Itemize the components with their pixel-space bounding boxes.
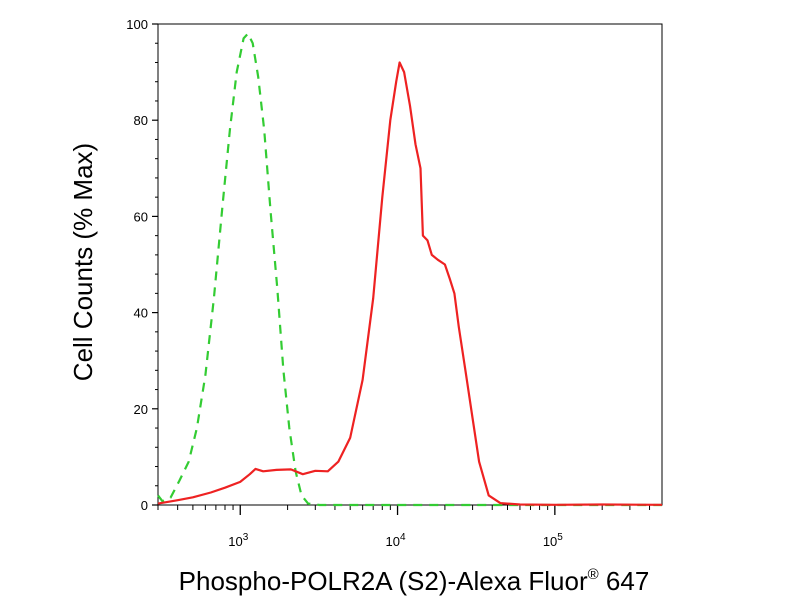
x-tick-label: 103 — [228, 532, 248, 549]
y-tick-label: 100 — [126, 17, 148, 32]
x-tick-label: 104 — [386, 532, 406, 549]
plot-frame — [157, 23, 663, 506]
x-axis-title: Phospho-POLR2A (S2)-Alexa Fluor® 647 — [179, 566, 650, 596]
y-tick-label: 0 — [141, 498, 148, 513]
y-tick-label: 60 — [134, 209, 148, 224]
y-tick-label: 20 — [134, 402, 148, 417]
y-axis-title: Cell Counts (% Max) — [68, 143, 98, 381]
y-tick-label: 40 — [134, 306, 148, 321]
plot-area: 0 20 40 60 80 100 103 104 105 — [126, 17, 663, 549]
histogram-series-2 — [157, 61, 663, 506]
y-tick-label: 80 — [134, 113, 148, 128]
x-tick-label: 105 — [543, 532, 563, 549]
